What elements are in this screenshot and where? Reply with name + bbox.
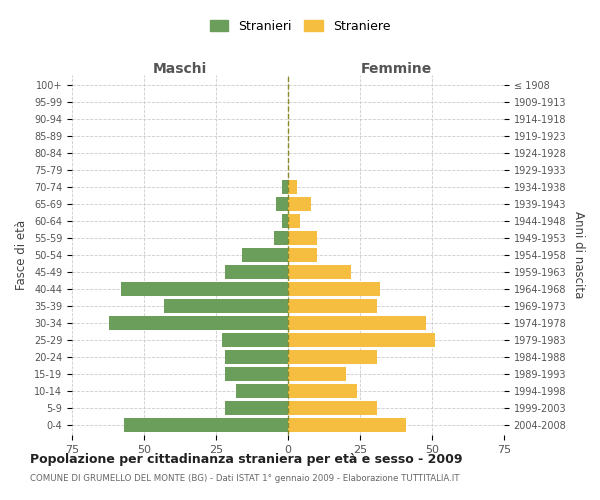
- Y-axis label: Fasce di età: Fasce di età: [16, 220, 28, 290]
- Bar: [288, 214, 299, 228]
- Bar: [288, 180, 296, 194]
- Bar: [282, 214, 288, 228]
- Bar: [164, 299, 288, 313]
- Bar: [288, 197, 311, 211]
- Bar: [242, 248, 288, 262]
- Bar: [288, 418, 406, 432]
- Bar: [124, 418, 288, 432]
- Bar: [288, 333, 435, 347]
- Bar: [288, 248, 317, 262]
- Bar: [224, 265, 288, 279]
- Bar: [224, 350, 288, 364]
- Bar: [288, 384, 357, 398]
- Bar: [288, 265, 352, 279]
- Bar: [121, 282, 288, 296]
- Bar: [282, 180, 288, 194]
- Bar: [224, 401, 288, 415]
- Bar: [288, 299, 377, 313]
- Text: Maschi: Maschi: [153, 62, 207, 76]
- Text: Popolazione per cittadinanza straniera per età e sesso - 2009: Popolazione per cittadinanza straniera p…: [30, 452, 463, 466]
- Bar: [288, 282, 380, 296]
- Legend: Stranieri, Straniere: Stranieri, Straniere: [206, 16, 394, 37]
- Y-axis label: Anni di nascita: Anni di nascita: [572, 212, 585, 298]
- Bar: [288, 367, 346, 381]
- Bar: [109, 316, 288, 330]
- Text: COMUNE DI GRUMELLO DEL MONTE (BG) - Dati ISTAT 1° gennaio 2009 - Elaborazione TU: COMUNE DI GRUMELLO DEL MONTE (BG) - Dati…: [30, 474, 460, 483]
- Bar: [236, 384, 288, 398]
- Bar: [274, 231, 288, 245]
- Bar: [277, 197, 288, 211]
- Bar: [288, 316, 426, 330]
- Bar: [222, 333, 288, 347]
- Bar: [288, 231, 317, 245]
- Bar: [288, 350, 377, 364]
- Text: Femmine: Femmine: [361, 62, 431, 76]
- Bar: [288, 401, 377, 415]
- Bar: [224, 367, 288, 381]
